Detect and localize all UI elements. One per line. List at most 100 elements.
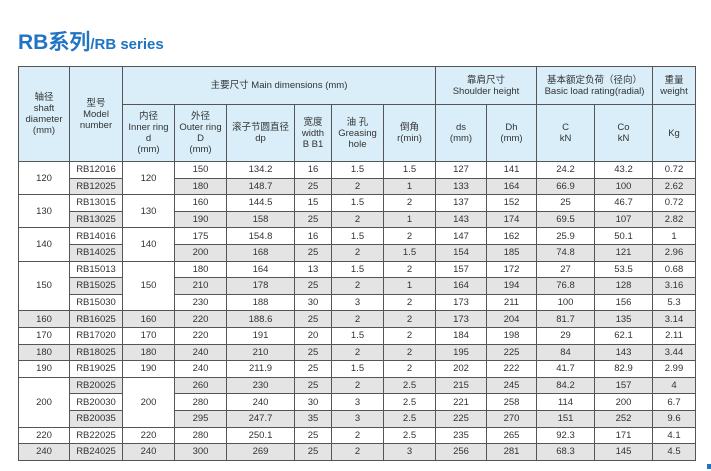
header-line: kN [559, 133, 572, 144]
header-line: kN [617, 133, 630, 144]
page-title: RB系列/RB series [18, 26, 164, 56]
chamfer-cell: 2.5 [383, 409, 436, 428]
inner-ring-cell: 170 [122, 326, 175, 345]
co-load-cell: 82.9 [594, 360, 653, 378]
table-row: RB13025 190 158 25 2 1 143 174 69.5 107 2.82 [19, 210, 696, 229]
pitch-diameter-cell: 247.7 [226, 409, 295, 428]
table-row: 240 RB24025 240 300 269 25 2 3 256 281 68.3 145 4.5 [18, 443, 696, 461]
table-row: 200 RB20025 200 260 230 25 2 2.5 215 245 84.2 157 4 [18, 376, 696, 428]
header-line: Outer ring [179, 122, 222, 133]
shaft-diameter-cell: 180 [18, 343, 70, 362]
header-line: Basic load rating(radial) [544, 85, 645, 97]
c-load-cell: 25 [536, 194, 595, 212]
pitch-diameter-cell: 148.7 [226, 177, 295, 196]
shaft-diameter-cell: 170 [18, 326, 70, 345]
header-line: (mm) [32, 125, 56, 136]
model-number-cell: RB20030 [69, 393, 123, 411]
greasing-hole-cell: 2 [331, 243, 384, 262]
co-load-cell: 121 [594, 243, 653, 262]
co-load-cell: 107 [594, 210, 653, 229]
table-row: 180 RB18025 180 240 210 25 2 2 195 225 84 143 3.44 [18, 343, 696, 362]
table-body: 120 RB12016 120 150 134.2 16 1.5 1.5 127 141 24.2 4… [18, 160, 696, 461]
width-cell: 25 [294, 243, 332, 262]
table-row: RB20035 295 247.7 35 3 2.5 225 270 151 252 9.6 [19, 409, 696, 428]
header-line: (mm) [449, 133, 473, 144]
co-load-cell: 53.5 [594, 260, 653, 279]
dh-cell: 204 [486, 310, 537, 328]
header-line: 倒角 [399, 122, 419, 133]
pitch-diameter-cell: 269 [226, 443, 295, 461]
outer-ring-cell: 190 [174, 210, 227, 229]
co-load-cell: 135 [594, 310, 653, 328]
ds-cell: 202 [435, 360, 487, 378]
corner-mark [707, 464, 711, 469]
table-row: 190 RB19025 190 240 211.9 25 1.5 2 202 222 41.7 82.… [18, 360, 696, 378]
weight-cell: 9.6 [652, 409, 696, 428]
table-row: 220 RB22025 220 280 250.1 25 2 2.5 235 265 92.3 171… [18, 426, 696, 445]
chamfer-cell: 1.5 [383, 161, 436, 179]
header-dh: Dh (mm) [486, 104, 537, 162]
shaft-diameter-cell: 120 [18, 160, 70, 196]
chamfer-cell: 1 [383, 177, 436, 196]
shaft-diameter-cell: 160 [18, 310, 70, 328]
header-line: Greasing [338, 127, 377, 139]
c-load-cell: 114 [536, 393, 595, 411]
dh-cell: 225 [486, 343, 537, 362]
greasing-hole-cell: 2 [331, 376, 384, 395]
ds-cell: 143 [435, 210, 487, 229]
ds-cell: 133 [435, 177, 487, 196]
greasing-hole-cell: 2 [331, 443, 384, 461]
greasing-hole-cell: 2 [331, 277, 384, 295]
c-load-cell: 24.2 [536, 161, 595, 179]
model-number-cell: RB20035 [69, 409, 123, 428]
header-line: 型号 [86, 97, 106, 109]
table-row: RB15025 210 178 25 2 1 164 194 76.8 128 3.16 [19, 277, 696, 295]
weight-cell: 5.3 [652, 293, 696, 312]
width-cell: 25 [294, 343, 332, 362]
pitch-diameter-cell: 154.8 [226, 227, 295, 245]
shaft-diameter-cell: 200 [18, 376, 70, 428]
header-inner-ring: 内径 Inner ring d (mm) [122, 104, 175, 162]
weight-cell: 3.16 [652, 277, 696, 295]
width-cell: 25 [294, 360, 332, 378]
header-line: Co [617, 122, 630, 133]
header-line: Inner ring [128, 122, 169, 133]
dh-cell: 172 [486, 260, 537, 279]
inner-ring-cell: 200 [122, 376, 175, 428]
table-row: 150 RB15013 150 180 164 13 1.5 2 157 172 27 53.5 0.6… [18, 260, 696, 312]
header-chamfer: 倒角 r(min) [383, 104, 436, 162]
dh-cell: 194 [486, 277, 537, 295]
chamfer-cell: 1 [383, 277, 436, 295]
ds-cell: 154 [435, 243, 487, 262]
c-load-cell: 84.2 [536, 376, 595, 395]
header-load-rating: 基本额定负荷（径向） Basic load rating(radial) [536, 66, 653, 105]
dh-cell: 265 [486, 426, 537, 445]
header-line: 重量 [664, 74, 684, 86]
shaft-diameter-cell: 140 [18, 227, 70, 262]
width-cell: 25 [294, 443, 332, 461]
inner-ring-cell: 190 [122, 360, 175, 378]
weight-cell: 4.1 [652, 426, 696, 445]
weight-cell: 6.7 [652, 393, 696, 411]
model-number-cell: RB16025 [69, 310, 123, 328]
dh-cell: 270 [486, 409, 537, 428]
co-load-cell: 252 [594, 409, 653, 428]
pitch-diameter-cell: 191 [226, 326, 295, 345]
chamfer-cell: 2 [383, 326, 436, 345]
width-cell: 13 [294, 260, 332, 279]
dh-cell: 245 [486, 376, 537, 395]
model-number-cell: RB12025 [69, 177, 123, 196]
inner-ring-cell: 120 [122, 160, 175, 196]
title-main: RB系列 [18, 31, 91, 54]
greasing-hole-cell: 2 [331, 310, 384, 328]
outer-ring-cell: 210 [174, 277, 227, 295]
model-number-cell: RB13025 [69, 210, 123, 229]
title-sub: /RB series [90, 36, 164, 53]
header-line: 基本额定负荷（径向） [546, 74, 642, 86]
ds-cell: 256 [435, 443, 487, 461]
table-row: 160 RB16025 160 220 188.6 25 2 2 173 204 81.7 135 3.… [18, 310, 696, 328]
chamfer-cell: 2 [383, 343, 436, 362]
weight-cell: 4 [652, 376, 696, 395]
weight-cell: 3.44 [652, 343, 696, 362]
header-line: ds [455, 122, 467, 133]
